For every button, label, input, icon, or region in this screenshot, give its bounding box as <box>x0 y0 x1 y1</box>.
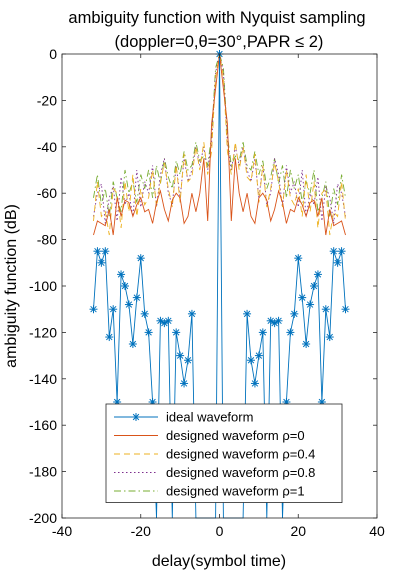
ideal-marker <box>121 282 129 290</box>
y-tick-label: -20 <box>37 92 57 108</box>
x-tick-label: -40 <box>52 523 72 539</box>
legend-label: designed waveform ρ=0 <box>166 428 305 443</box>
ideal-marker <box>333 258 342 267</box>
legend-label: designed waveform ρ=0.4 <box>166 447 315 462</box>
ideal-marker <box>128 340 137 348</box>
ideal-marker <box>258 328 267 337</box>
ideal-marker <box>341 305 350 314</box>
ideal-marker <box>313 270 322 279</box>
ideal-marker <box>105 333 114 342</box>
y-tick-label: 0 <box>49 46 57 62</box>
ideal-marker <box>294 254 303 263</box>
ideal-marker <box>97 258 106 267</box>
y-axis-label: ambiguity function (dB) <box>3 204 20 368</box>
ideal-marker <box>310 282 318 290</box>
ideal-marker <box>109 305 118 314</box>
legend: ideal waveform designed waveform ρ=0 desig… <box>105 403 343 503</box>
ideal-marker <box>140 309 149 318</box>
legend-label: designed waveform ρ=0.8 <box>166 465 315 480</box>
y-tick-label: -200 <box>29 510 57 526</box>
ideal-marker <box>184 356 192 365</box>
ideal-marker <box>298 293 307 302</box>
x-tick-label: 20 <box>290 523 306 539</box>
legend-label: designed waveform ρ=1 <box>166 484 305 499</box>
legend-marker <box>132 413 140 421</box>
ideal-marker <box>93 247 102 256</box>
ideal-marker <box>89 305 98 314</box>
ideal-marker <box>136 254 145 263</box>
x-tick-label: 0 <box>216 523 224 539</box>
y-tick-label: -60 <box>37 185 57 201</box>
x-axis-label: delay(symbol time) <box>152 553 286 570</box>
series-line-4 <box>93 52 346 217</box>
ideal-marker <box>254 351 263 360</box>
ideal-marker <box>325 333 334 342</box>
ideal-marker <box>172 328 181 337</box>
y-tick-label: -80 <box>37 232 57 248</box>
y-tick-label: -180 <box>29 464 57 480</box>
ideal-marker <box>337 247 346 256</box>
ideal-marker <box>101 247 110 256</box>
x-tick-label: 40 <box>369 523 385 539</box>
ideal-marker <box>286 328 295 337</box>
ideal-marker <box>176 351 185 360</box>
ideal-marker <box>306 300 315 309</box>
ideal-marker <box>132 293 141 302</box>
ideal-marker <box>321 305 330 314</box>
y-tick-label: -160 <box>29 417 57 433</box>
ideal-marker <box>117 270 126 279</box>
y-tick-label: -100 <box>29 278 57 294</box>
ideal-marker <box>250 379 259 388</box>
chart-title: ambiguity function with Nyquist sampling <box>68 9 365 27</box>
ideal-marker <box>144 328 153 337</box>
y-tick-label: -140 <box>29 371 57 387</box>
y-tick-label: -120 <box>29 324 57 340</box>
ideal-marker <box>187 309 196 318</box>
chart-subtitle: (doppler=0,θ=30°,PAPR ≤ 2) <box>115 33 324 51</box>
axes: -40 -20 0 20 400-20-40-60-80-100-120-140-160… <box>29 46 385 539</box>
ideal-marker <box>247 356 255 365</box>
ideal-marker <box>290 309 299 318</box>
ideal-marker <box>180 379 189 388</box>
ideal-marker <box>302 340 311 348</box>
legend-label: ideal waveform <box>166 410 253 425</box>
legend-box <box>105 403 343 503</box>
y-tick-label: -40 <box>37 139 57 155</box>
x-tick-label: -20 <box>131 523 151 539</box>
ideal-marker <box>243 309 252 318</box>
ideal-marker <box>164 316 173 325</box>
ideal-marker <box>124 300 133 309</box>
ideal-marker <box>274 316 283 325</box>
ideal-marker <box>329 247 338 256</box>
